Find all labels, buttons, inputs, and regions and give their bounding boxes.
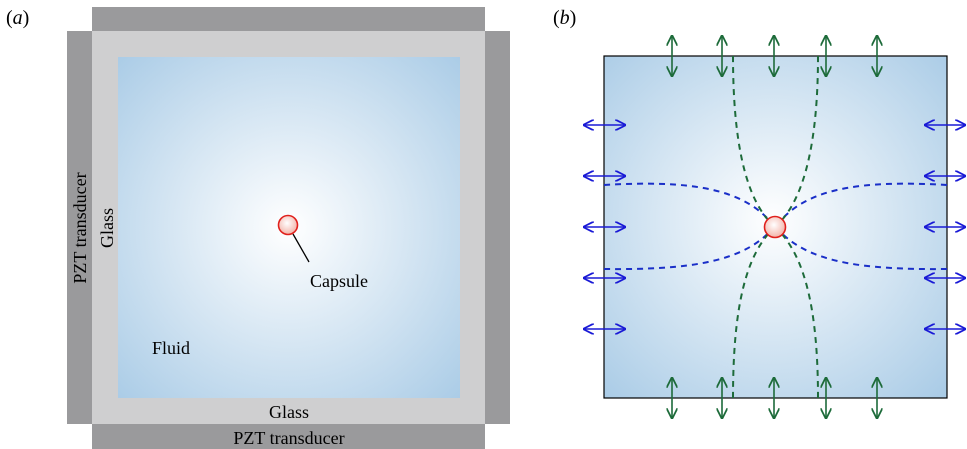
left-horizontal-arrows	[584, 125, 625, 329]
panel-a: (a) Capsule Fluid Glass PZT transducer G…	[6, 7, 510, 449]
capsule-node-circle	[763, 215, 787, 239]
pzt-transducer-bottom	[92, 424, 485, 449]
glass-bottom-label: Glass	[269, 402, 309, 422]
pzt-transducer-right	[485, 31, 510, 424]
bottom-vertical-arrows	[672, 378, 877, 418]
fluid-label: Fluid	[152, 338, 190, 358]
streamline-blue-lower-right	[775, 226, 948, 271]
pzt-left-label: PZT transducer	[70, 172, 90, 283]
pzt-transducer-left	[67, 31, 92, 424]
glass-left-label: Glass	[97, 208, 117, 248]
capsule-circle	[277, 214, 299, 236]
horizontal-streamlines	[603, 182, 948, 271]
panel-b: (b)	[553, 7, 965, 418]
panel-a-label: (a)	[6, 7, 29, 29]
pzt-bottom-label: PZT transducer	[233, 428, 344, 448]
top-vertical-arrows	[672, 36, 877, 76]
right-horizontal-arrows	[925, 125, 965, 329]
capsule-leader-line	[292, 233, 310, 263]
capsule-label: Capsule	[310, 271, 368, 291]
panel-b-label: (b)	[553, 7, 576, 29]
pzt-transducer-top	[92, 7, 485, 31]
streamline-blue-upper-right	[775, 182, 948, 227]
